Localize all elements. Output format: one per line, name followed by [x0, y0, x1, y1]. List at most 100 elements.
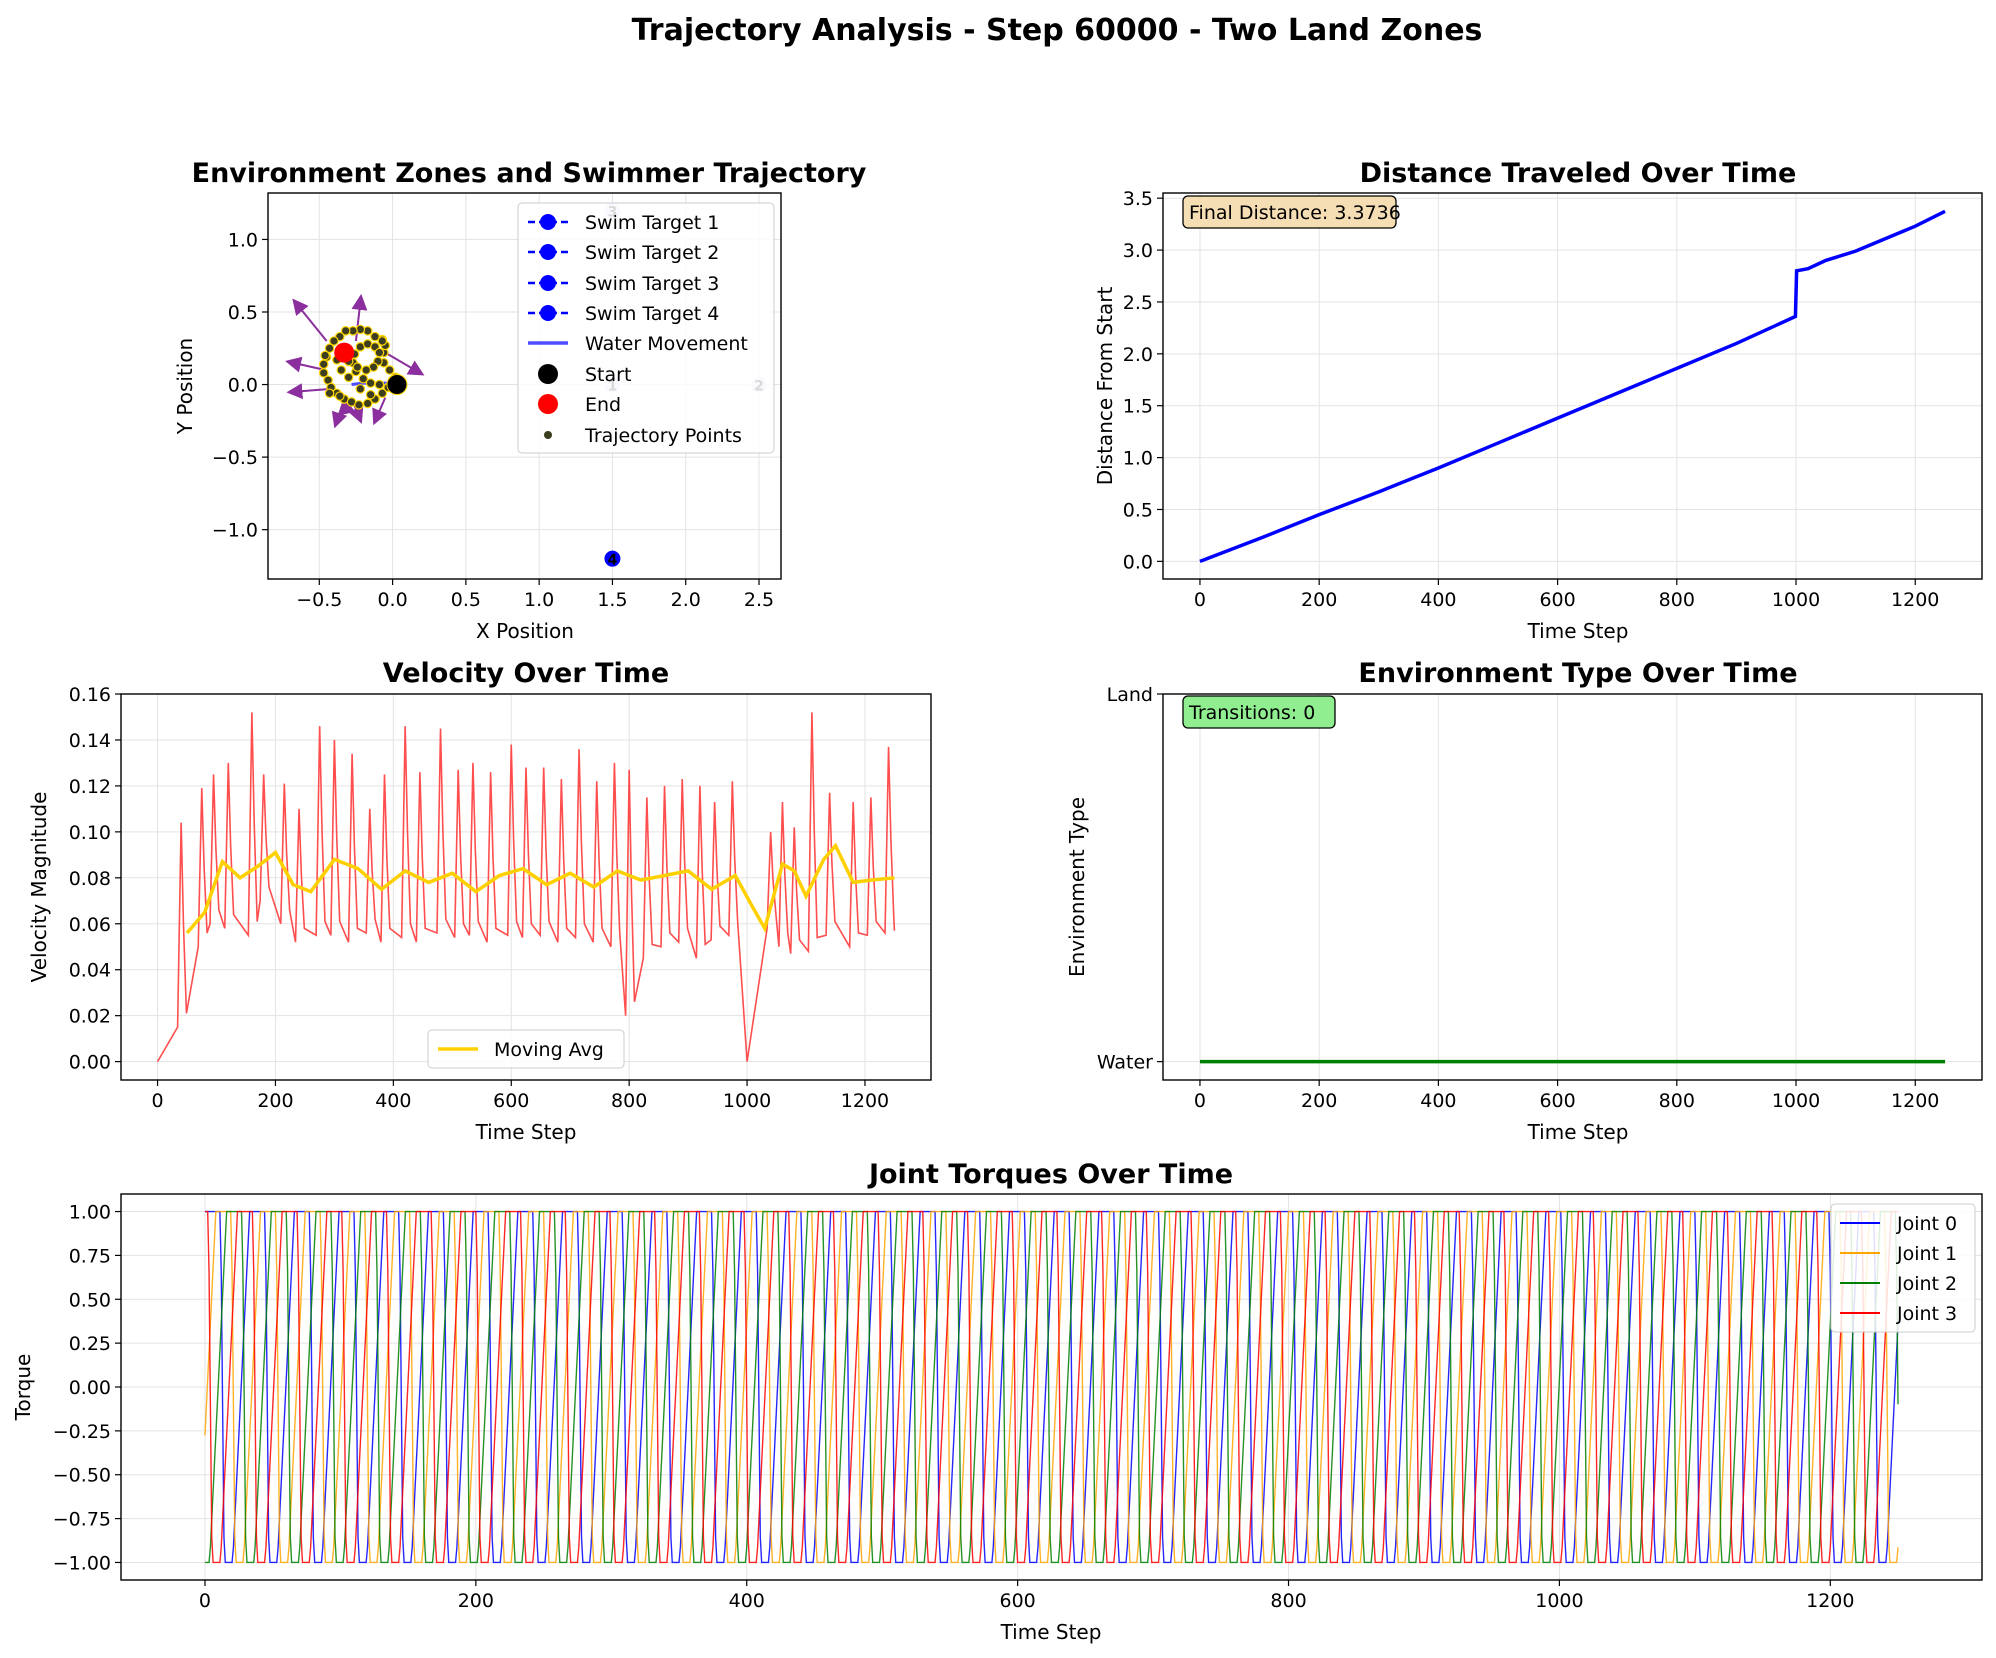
velocity-marks: [156, 712, 896, 1063]
y-tick-label: −0.25: [53, 1421, 111, 1443]
velocity-legend: Moving Avg: [427, 1029, 625, 1069]
y-tick-label: 2.0: [1123, 344, 1153, 366]
torques-x-ticks: 0 200 400 600 800 1000 1200: [199, 1580, 1854, 1612]
direction-arrow: [292, 298, 328, 342]
y-tick-label: −1.0: [212, 520, 258, 542]
y-tick-label: 0.10: [69, 822, 111, 844]
y-tick-label: 0.08: [69, 868, 111, 890]
trajectory-point: [362, 398, 373, 409]
x-tick-label: 800: [1659, 589, 1695, 611]
trajectory-point: [340, 326, 351, 336]
torques-axes-frame: [120, 1193, 1983, 1581]
torques-y-ticks: −1.00 −0.75 −0.50 −0.25 0.00 0.25 0.50 0.75 1.00: [53, 1202, 121, 1574]
distance-axes-frame: [1162, 192, 1983, 580]
trajectory-x-label: X Position: [476, 619, 574, 643]
x-tick-label: 400: [375, 1090, 411, 1112]
x-tick-label: 1000: [1535, 1590, 1583, 1612]
direction-arrow: [285, 356, 326, 373]
legend-swim-target-3-marker: [540, 275, 556, 291]
x-tick-label: 1200: [1806, 1590, 1854, 1612]
trajectory-point: [329, 336, 339, 346]
x-tick-label: 200: [257, 1090, 293, 1112]
trajectory-point: [336, 365, 347, 375]
legend-swim-target-4: Swim Target 4: [528, 303, 719, 325]
x-tick-label: 1200: [841, 1090, 889, 1112]
x-tick-label: 1000: [723, 1090, 771, 1112]
trajectory-axes-frame: [267, 192, 782, 580]
x-tick-label: 400: [1420, 589, 1456, 611]
x-tick-label: 0: [199, 1590, 211, 1612]
legend-start: Start: [538, 364, 631, 386]
y-tick-label: 0.04: [69, 960, 111, 982]
y-tick-label: 0.50: [69, 1289, 111, 1311]
trajectory-point: [374, 347, 385, 358]
legend-end-marker: [538, 394, 558, 414]
final-distance-annotation: Final Distance: 3.3736: [1182, 195, 1401, 229]
panel-trajectory: Environment Zones and Swimmer Trajectory…: [173, 158, 867, 643]
joint-2-line: [204, 1210, 1899, 1564]
torques-legend-label-3: Joint 3: [1896, 1303, 1957, 1325]
environment-x-ticks: 0 200 400 600 800 1000 1200: [1194, 1080, 1939, 1112]
x-tick-label: 800: [1659, 1090, 1695, 1112]
transitions-box: [1182, 695, 1336, 729]
x-tick-label: 1.0: [524, 589, 554, 611]
x-tick-label: 0.0: [377, 589, 407, 611]
start-marker: [386, 374, 408, 396]
x-tick-label: 600: [1539, 589, 1575, 611]
y-tick-label: −1.00: [53, 1552, 111, 1574]
x-tick-label: 400: [729, 1590, 765, 1612]
velocity-x-ticks: 0 200 400 600 800 1000 1200: [152, 1080, 889, 1112]
distance-line: [1199, 209, 1946, 563]
torques-x-label: Time Step: [1000, 1620, 1102, 1644]
direction-arrow: [372, 397, 387, 426]
transitions-annotation: Transitions: 0: [1182, 695, 1336, 729]
panel-environment: Environment Type Over Time 0 200 400 600 800…: [1065, 658, 1983, 1144]
x-tick-label: 0: [1194, 589, 1206, 611]
torques-y-label: Torque: [11, 1354, 35, 1422]
x-tick-label: 400: [1420, 1090, 1456, 1112]
velocity-title: Velocity Over Time: [383, 658, 669, 689]
y-tick-label: 1.0: [1123, 448, 1153, 470]
joint-3-line: [204, 1210, 1899, 1564]
trajectory-point: [358, 373, 369, 384]
trajectory-point: [355, 384, 366, 394]
y-tick-label: 0.16: [69, 684, 111, 706]
environment-title: Environment Type Over Time: [1358, 658, 1797, 689]
y-tick-label: 1.0: [228, 229, 258, 251]
direction-arrow: [286, 383, 332, 400]
x-tick-label: 200: [458, 1590, 494, 1612]
torques-legend-label-1: Joint 1: [1896, 1243, 1957, 1265]
panel-distance: Distance Traveled Over Time 0 200 400 600 80…: [1093, 158, 1983, 643]
trajectory-point: [343, 372, 354, 383]
legend-swim-target-4-label: Swim Target 4: [585, 303, 719, 325]
legend-start-marker: [538, 364, 558, 384]
trajectory-point: [384, 365, 395, 375]
environment-y-ticks: Water Land: [1097, 684, 1163, 1074]
legend-end: End: [538, 394, 621, 416]
distance-x-ticks: 0 200 400 600 800 1000 1200: [1194, 579, 1939, 611]
trajectory-legend-box: [517, 202, 775, 454]
swim-target-4-label: 4: [608, 553, 618, 569]
y-tick-label: 1.00: [69, 1202, 111, 1224]
torques-legend-label-0: Joint 0: [1896, 1213, 1957, 1235]
environment-x-label: Time Step: [1527, 1120, 1629, 1144]
legend-swim-target-4-marker: [540, 305, 556, 321]
legend-start-label: Start: [585, 364, 631, 386]
moving-avg-line: [185, 842, 895, 935]
final-distance-text: Final Distance: 3.3736: [1189, 202, 1401, 224]
y-tick-label: 0.75: [69, 1245, 111, 1267]
trajectory-point: [354, 400, 364, 410]
trajectory-point: [361, 365, 372, 375]
x-tick-label: 600: [1539, 1090, 1575, 1112]
legend-swim-target-2: Swim Target 2: [528, 242, 719, 264]
velocity-axes-frame: [120, 693, 932, 1081]
distance-grid: [1163, 193, 1982, 579]
trajectory-point: [318, 359, 329, 370]
x-tick-label: 600: [493, 1090, 529, 1112]
x-tick-label: 1200: [1891, 589, 1939, 611]
legend-swim-target-3-label: Swim Target 3: [585, 273, 719, 295]
y-tick-label: 3.0: [1123, 240, 1153, 262]
distance-y-ticks: 0.0 0.5 1.0 1.5 2.0 2.5 3.0 3.5: [1123, 188, 1163, 573]
x-tick-label: 0: [1194, 1090, 1206, 1112]
y-tick-label: 3.5: [1123, 188, 1153, 210]
